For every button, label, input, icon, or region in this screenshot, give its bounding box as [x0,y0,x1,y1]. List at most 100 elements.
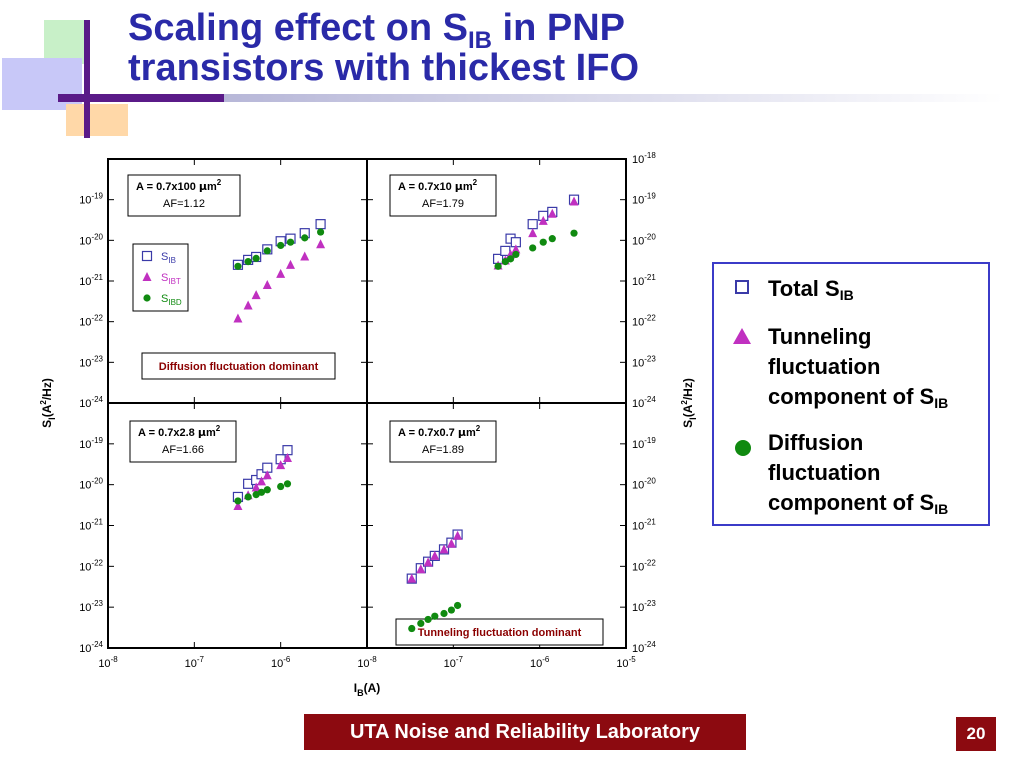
diffusion-marker [244,257,252,266]
diffusion-marker [424,615,432,624]
y-tick-label: 10-23 [632,599,656,614]
tunneling-marker [423,557,433,567]
diffusion-marker [277,482,285,491]
circle-marker-icon [735,440,751,456]
tunneling-marker [446,538,456,548]
diffusion-marker [417,619,425,628]
tunneling-marker [569,196,579,206]
diffusion-marker [234,497,242,505]
tunneling-marker [316,239,326,249]
diffusion-marker [440,609,448,618]
diffusion-marker [570,229,578,237]
area-label-box [127,174,241,217]
legend-diffusion: Diffusion fluctuation component of SIB [768,430,949,517]
y-tick-label: 10-21 [632,518,656,533]
y-tick-label: 10-23 [79,354,103,369]
af-label: AF=1.66 [162,444,204,456]
tunneling-marker [416,564,426,574]
legend-tunneling: Tunneling fluctuation component of SIB [768,324,949,411]
triangle-marker-icon [733,328,751,344]
annotation-text: Tunneling fluctuation dominant [418,627,582,639]
diffusion-marker [263,486,271,494]
tunneling-marker [233,313,243,323]
area-label: A = 0.7x10 µm2 [398,178,478,193]
total-marker [315,219,326,230]
square-marker-icon [141,250,153,262]
panel-bottom-right: A = 0.7x0.7 µm2 AF=1.89 Tunneling fluctuat… [366,402,627,649]
diffusion-marker [529,244,537,252]
title-decoration [2,20,1004,138]
diffusion-marker [316,228,325,236]
tunneling-marker [251,290,261,300]
tunneling-marker [430,550,440,560]
area-label-box [129,420,237,463]
panel-top-left: A = 0.7x100 µm2 AF=1.12 Diffusion fluctuat… [107,158,368,404]
diffusion-marker [408,624,416,633]
area-label: A = 0.7x100 µm2 [136,178,222,193]
diffusion-marker [286,238,295,246]
diffusion-marker [301,234,309,242]
x-tick-label: 10-8 [98,655,118,670]
tunneling-marker [453,530,463,540]
diffusion-marker [244,493,252,501]
y-tick-label: 10-24 [632,640,656,655]
tunneling-marker [233,501,243,511]
y-tick-label: 10-18 [632,151,656,166]
annotation-text: Diffusion fluctuation dominant [159,361,319,373]
area-label: A = 0.7x2.8 µm2 [138,424,221,439]
y-tick-label: 10-24 [79,640,103,655]
y-tick-label: 10-19 [79,192,103,207]
y-tick-label: 10-20 [79,477,103,492]
page-number: 20 [956,717,996,751]
panel-legend: SIB SIBT SIBD [132,243,189,312]
diffusion-marker [512,250,520,259]
tunneling-marker [243,300,253,310]
diffusion-marker [453,601,462,610]
tunneling-marker [547,208,557,218]
y-tick-label: 10-21 [79,518,103,533]
tunneling-marker [439,544,449,554]
y-tick-label: 10-22 [632,314,656,329]
tunneling-marker [283,452,293,462]
y-tick-label: 10-23 [632,354,656,369]
diffusion-marker [447,606,456,614]
triangle-marker-icon [142,272,152,281]
x-tick-label: 10-7 [444,655,464,670]
tunneling-marker [262,279,272,289]
af-label: AF=1.12 [163,198,205,210]
diffusion-marker [539,238,547,246]
footer-lab-name: UTA Noise and Reliability Laboratory [304,714,746,750]
y-axis-label-left: SI(A2/Hz) [39,378,57,428]
af-label: AF=1.79 [422,198,464,210]
tunneling-marker [286,259,296,269]
tunneling-marker [300,251,310,261]
tunneling-marker [528,228,538,238]
tunneling-marker [251,482,261,492]
panel-top-right: A = 0.7x10 µm2 AF=1.79 [366,158,627,404]
y-tick-label: 10-21 [632,273,656,288]
y-tick-label: 10-20 [79,232,103,247]
square-marker-icon [735,280,749,294]
x-axis-label: IB(A) [354,681,381,698]
diffusion-marker [494,262,502,270]
diffusion-marker [252,491,260,499]
panel-bottom-left: A = 0.7x2.8 µm2 AF=1.66 [107,402,368,649]
x-tick-label: 10-8 [357,655,377,670]
diffusion-marker [257,488,266,496]
total-marker [500,245,511,256]
legend-total: Total SIB [768,276,854,303]
slide-title: Scaling effect on SIB in PNP transistors… [128,7,639,89]
area-label: A = 0.7x0.7 µm2 [398,424,481,439]
y-tick-label: 10-19 [632,436,656,451]
diffusion-marker [506,255,515,263]
y-axis-label-right: SI(A2/Hz) [680,378,698,428]
panel-legend-label: SIBT [161,272,181,286]
y-tick-label: 10-24 [79,395,103,410]
diffusion-marker [252,254,260,262]
x-tick-label: 10-6 [271,655,291,670]
y-tick-label: 10-20 [632,232,656,247]
y-tick-label: 10-24 [632,395,656,410]
y-tick-label: 10-22 [79,314,103,329]
tunneling-marker [538,215,548,225]
total-marker [527,219,538,230]
